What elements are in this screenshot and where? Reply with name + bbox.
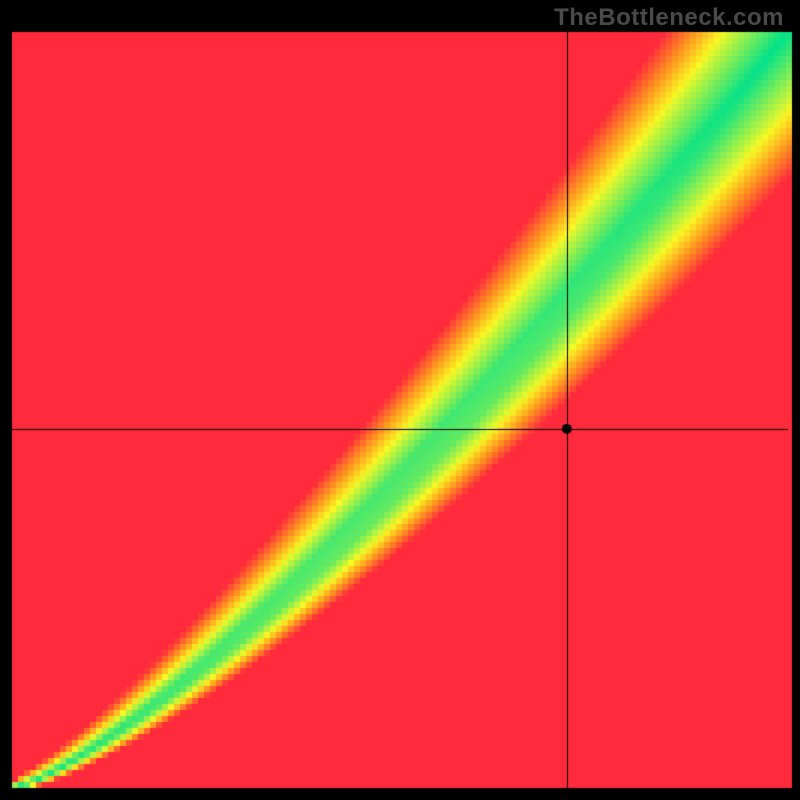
chart-container: TheBottleneck.com bbox=[0, 0, 800, 800]
watermark-text: TheBottleneck.com bbox=[554, 4, 784, 32]
heatmap-canvas bbox=[0, 0, 800, 800]
